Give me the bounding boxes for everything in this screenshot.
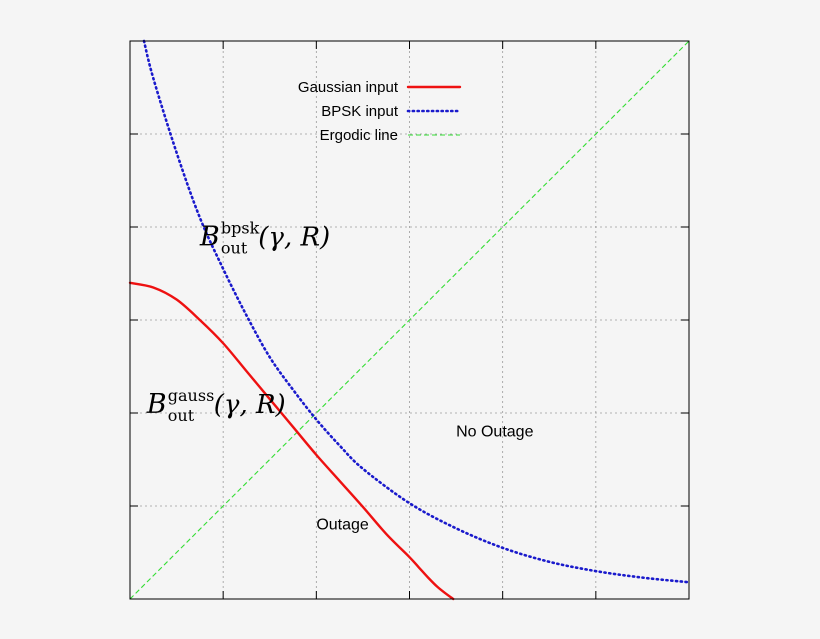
legend-label: BPSK input [321, 103, 399, 120]
legend-label: Gaussian input [298, 79, 399, 96]
axis-ticks [130, 41, 689, 599]
math-script-letter: B [199, 222, 220, 253]
series-line-ergodic-line [129, 40, 690, 600]
math-superscript: bpsk [221, 219, 260, 238]
series-line-bpsk-input [142, 39, 691, 584]
region-label-no-outage: No Outage [456, 423, 533, 440]
legend-label: Ergodic line [320, 127, 398, 144]
math-superscript: gauss [168, 386, 215, 405]
region-label-outage: Outage [316, 516, 369, 533]
math-subscript: out [168, 406, 195, 425]
math-subscript: out [221, 239, 248, 258]
series-line-gaussian-input [128, 281, 455, 601]
math-arguments: (γ, R) [258, 223, 330, 253]
legend: Gaussian input BPSK input Ergodic line [298, 79, 462, 144]
plot-series [128, 39, 691, 601]
math-script-letter: B [146, 389, 167, 420]
math-arguments: (γ, R) [214, 390, 286, 420]
